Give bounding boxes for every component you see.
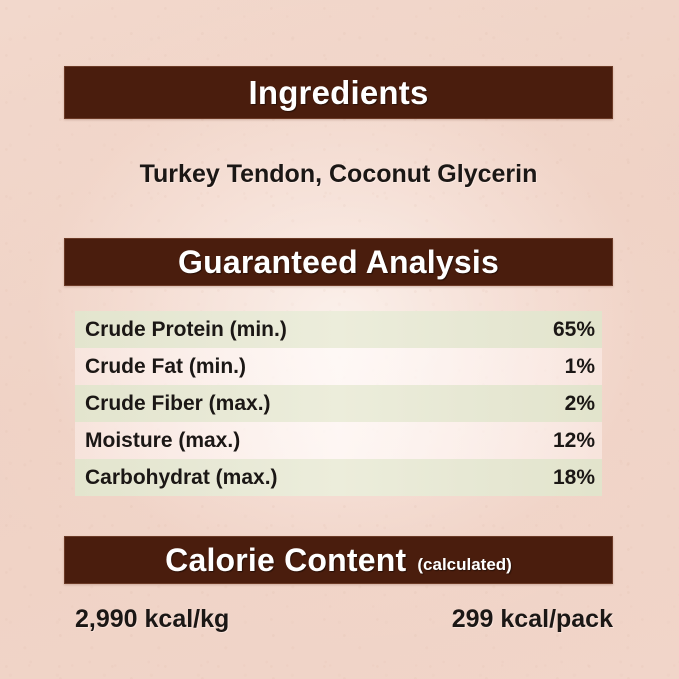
table-row: Crude Protein (min.) 65% [75,311,602,348]
calorie-content-heading: Calorie Content [165,542,407,578]
nutrient-label: Crude Fat (min.) [85,354,246,378]
ingredients-header-bar: Ingredients [64,66,613,119]
nutrient-value: 1% [564,354,595,378]
nutrient-value: 18% [552,465,595,489]
nutrient-value: 12% [552,428,595,452]
nutrient-label: Carbohydrat (max.) [85,465,278,489]
guaranteed-analysis-header-bar: Guaranteed Analysis [64,238,613,286]
calories-per-pack: 299 kcal/pack [451,605,613,633]
nutrient-value: 65% [552,317,595,341]
nutrient-label: Moisture (max.) [85,428,241,452]
nutrient-label: Crude Protein (min.) [85,317,287,341]
ingredients-heading: Ingredients [248,74,429,111]
nutrient-label: Crude Fiber (max.) [85,391,271,415]
calorie-values-row: 2,990 kcal/kg 299 kcal/pack [75,605,613,634]
calorie-content-header-bar: Calorie Content (calculated) [64,536,613,584]
guaranteed-analysis-heading: Guaranteed Analysis [178,244,499,280]
calories-per-kg: 2,990 kcal/kg [75,605,230,633]
table-row: Crude Fiber (max.) 2% [75,385,602,422]
table-row: Carbohydrat (max.) 18% [75,459,602,496]
table-row: Moisture (max.) 12% [75,422,602,459]
ingredients-list-text: Turkey Tendon, Coconut Glycerin [139,160,538,188]
calorie-content-subtitle: (calculated) [417,554,512,574]
nutrient-value: 2% [564,391,595,415]
table-row: Crude Fat (min.) 1% [75,348,602,385]
guaranteed-analysis-table: Crude Protein (min.) 65% Crude Fat (min.… [75,311,602,496]
